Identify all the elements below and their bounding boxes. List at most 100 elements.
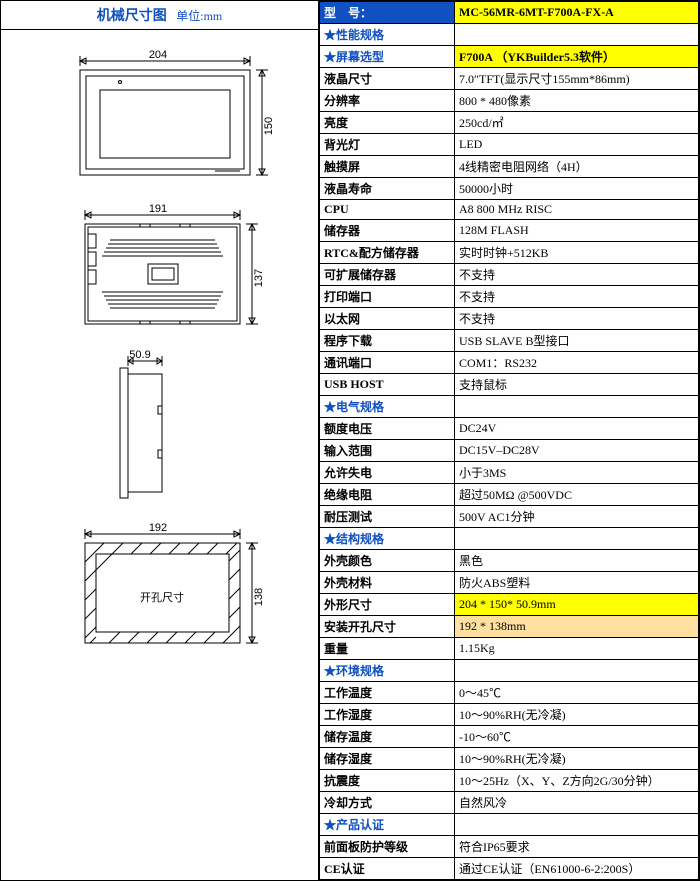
spec-label: 绝缘电阻 <box>320 484 455 506</box>
spec-row: RTC&配方储存器实时时钟+512KB <box>320 242 699 264</box>
dimension-diagram-panel: 机械尺寸图 单位:mm 204 <box>1 1 319 880</box>
spec-value: 0～45℃ <box>455 682 699 704</box>
left-unit: 单位:mm <box>176 9 222 23</box>
spec-value: 10～25Hz（X、Y、Z方向2G/30分钟） <box>455 770 699 792</box>
spec-label: 储存温度 <box>320 726 455 748</box>
spec-row: 储存器128M FLASH <box>320 220 699 242</box>
spec-label: 额度电压 <box>320 418 455 440</box>
hole-height-label: 138 <box>253 588 265 606</box>
spec-row: 通讯端口COM1：RS232 <box>320 352 699 374</box>
spec-row: 储存湿度10～90%RH(无冷凝) <box>320 748 699 770</box>
spec-label: 背光灯 <box>320 134 455 156</box>
spec-row: 前面板防护等级符合IP65要求 <box>320 836 699 858</box>
spec-value: DC15V–DC28V <box>455 440 699 462</box>
diagrams-container: 204 150 <box>1 30 318 671</box>
spec-label: 安装开孔尺寸 <box>320 616 455 638</box>
spec-value: 4线精密电阻网络（4H） <box>455 156 699 178</box>
spec-value: 不支持 <box>455 308 699 330</box>
spec-label: 可扩展储存器 <box>320 264 455 286</box>
front-height-label: 150 <box>263 117 275 135</box>
spec-row: CPUA8 800 MHz RISC <box>320 200 699 220</box>
spec-label: ★环境规格 <box>320 660 455 682</box>
spec-label: ★结构规格 <box>320 528 455 550</box>
spec-label: RTC&配方储存器 <box>320 242 455 264</box>
spec-row: 以太网不支持 <box>320 308 699 330</box>
spec-label: 抗震度 <box>320 770 455 792</box>
spec-label: 工作湿度 <box>320 704 455 726</box>
spec-row: 外形尺寸204 * 150* 50.9mm <box>320 594 699 616</box>
left-header: 机械尺寸图 单位:mm <box>1 1 318 30</box>
spec-value <box>455 24 699 46</box>
spec-label: 程序下载 <box>320 330 455 352</box>
spec-value: F700A （YKBuilder5.3软件） <box>455 46 699 68</box>
spec-label: 储存湿度 <box>320 748 455 770</box>
spec-row: ★电气规格 <box>320 396 699 418</box>
side-view-diagram: 50.9 <box>100 350 220 505</box>
spec-row: 外壳材料防火ABS塑料 <box>320 572 699 594</box>
spec-row: USB HOST支持鼠标 <box>320 374 699 396</box>
spec-row: 冷却方式自然风冷 <box>320 792 699 814</box>
spec-value: COM1：RS232 <box>455 352 699 374</box>
side-width-label: 50.9 <box>129 350 150 361</box>
spec-value: 自然风冷 <box>455 792 699 814</box>
spec-value <box>455 396 699 418</box>
spec-label: 工作温度 <box>320 682 455 704</box>
spec-value: LED <box>455 134 699 156</box>
spec-table: 型 号：MC-56MR-6MT-F700A-FX-A★性能规格★屏幕选型F700… <box>319 1 699 880</box>
spec-value: 支持鼠标 <box>455 374 699 396</box>
spec-row: 触摸屏4线精密电阻网络（4H） <box>320 156 699 178</box>
back-width-label: 191 <box>148 204 166 215</box>
spec-value: 防火ABS塑料 <box>455 572 699 594</box>
front-width-label: 204 <box>148 49 166 61</box>
spec-sheet: 机械尺寸图 单位:mm 204 <box>0 0 700 881</box>
spec-label: USB HOST <box>320 374 455 396</box>
spec-value: 800 * 480像素 <box>455 90 699 112</box>
spec-value: DC24V <box>455 418 699 440</box>
spec-value: 204 * 150* 50.9mm <box>455 594 699 616</box>
spec-label: 以太网 <box>320 308 455 330</box>
spec-value: 128M FLASH <box>455 220 699 242</box>
spec-row: 允许失电小于3MS <box>320 462 699 484</box>
cutout-diagram: 192 <box>40 521 280 661</box>
spec-label: 允许失电 <box>320 462 455 484</box>
spec-label: 前面板防护等级 <box>320 836 455 858</box>
spec-row: 程序下载USB SLAVE B型接口 <box>320 330 699 352</box>
spec-label: ★电气规格 <box>320 396 455 418</box>
spec-value: -10～60℃ <box>455 726 699 748</box>
spec-label: 液晶尺寸 <box>320 68 455 90</box>
spec-label: 打印端口 <box>320 286 455 308</box>
spec-value: 10～90%RH(无冷凝) <box>455 748 699 770</box>
spec-row: 工作温度0～45℃ <box>320 682 699 704</box>
spec-row: 抗震度10～25Hz（X、Y、Z方向2G/30分钟） <box>320 770 699 792</box>
spec-value: 超过50MΩ @500VDC <box>455 484 699 506</box>
spec-label: 输入范围 <box>320 440 455 462</box>
spec-value <box>455 660 699 682</box>
spec-row: ★屏幕选型F700A （YKBuilder5.3软件） <box>320 46 699 68</box>
spec-row: 分辨率800 * 480像素 <box>320 90 699 112</box>
spec-value: 黑色 <box>455 550 699 572</box>
spec-table-panel: 型 号：MC-56MR-6MT-F700A-FX-A★性能规格★屏幕选型F700… <box>319 1 699 880</box>
spec-value: 50000小时 <box>455 178 699 200</box>
spec-row: 额度电压DC24V <box>320 418 699 440</box>
spec-label: 分辨率 <box>320 90 455 112</box>
spec-label: 触摸屏 <box>320 156 455 178</box>
spec-row: 储存温度-10～60℃ <box>320 726 699 748</box>
spec-value: 通过CE认证（EN61000-6-2:200S） <box>455 858 699 880</box>
spec-label: 型 号： <box>320 2 455 24</box>
spec-row: 外壳颜色黑色 <box>320 550 699 572</box>
spec-value: 符合IP65要求 <box>455 836 699 858</box>
front-view-diagram: 204 150 <box>40 48 280 188</box>
spec-value: 小于3MS <box>455 462 699 484</box>
spec-row: CE认证通过CE认证（EN61000-6-2:200S） <box>320 858 699 880</box>
spec-row: ★产品认证 <box>320 814 699 836</box>
spec-value: 500V AC1分钟 <box>455 506 699 528</box>
spec-value: USB SLAVE B型接口 <box>455 330 699 352</box>
spec-label: ★产品认证 <box>320 814 455 836</box>
spec-label: CPU <box>320 200 455 220</box>
back-view-diagram: 191 <box>40 204 280 334</box>
spec-label: ★屏幕选型 <box>320 46 455 68</box>
spec-label: 冷却方式 <box>320 792 455 814</box>
spec-row: 液晶尺寸7.0″TFT(显示尺寸155mm*86mm) <box>320 68 699 90</box>
spec-label: 耐压测试 <box>320 506 455 528</box>
spec-row: 可扩展储存器不支持 <box>320 264 699 286</box>
